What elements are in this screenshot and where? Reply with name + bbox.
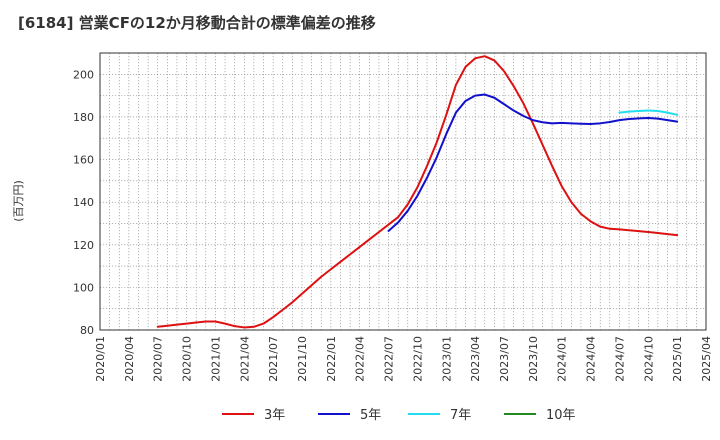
x-tick-label: 2023/07 (498, 336, 511, 382)
chart-title: [6184] 営業CFの12か月移動合計の標準偏差の推移 (18, 14, 376, 32)
y-tick-label: 80 (80, 324, 94, 337)
legend-item: 7年 (408, 404, 471, 423)
x-tick-label: 2022/01 (325, 336, 338, 382)
x-tick-label: 2021/07 (267, 336, 280, 382)
legend-item: 10年 (504, 404, 576, 423)
series-line-3 (618, 109, 679, 116)
legend: 3年 5年 7年 10年 (0, 404, 720, 424)
x-tick-label: 2021/01 (209, 336, 222, 382)
y-tick-label: 160 (73, 154, 94, 167)
legend-label: 7年 (450, 408, 472, 423)
x-tick-label: 2023/04 (469, 336, 482, 382)
y-tick-label: 100 (73, 281, 94, 294)
x-tick-label: 2024/10 (642, 336, 655, 382)
legend-swatch (504, 412, 536, 415)
x-tick-label: 2024/04 (585, 336, 598, 382)
x-tick-label: 2023/01 (440, 336, 453, 382)
x-tick-label: 2025/01 (671, 336, 684, 382)
x-tick-label: 2021/04 (238, 336, 251, 382)
legend-swatch (408, 412, 440, 415)
x-tick-label: 2022/07 (383, 336, 396, 382)
x-tick-label: 2024/01 (556, 336, 569, 382)
x-tick-label: 2021/10 (296, 336, 309, 382)
legend-label: 10年 (546, 408, 576, 423)
y-tick-label: 120 (73, 239, 94, 252)
x-tick-label: 2022/04 (354, 336, 367, 382)
x-tick-label: 2023/10 (527, 336, 540, 382)
x-tick-label: 2020/10 (181, 336, 194, 382)
x-tick-label: 2024/07 (613, 336, 626, 382)
legend-item: 5年 (318, 404, 381, 423)
y-tick-label: 180 (73, 111, 94, 124)
legend-swatch (222, 412, 254, 415)
y-tick-label: 200 (73, 68, 94, 81)
legend-swatch (318, 412, 350, 415)
series-line-1 (156, 55, 679, 329)
legend-label: 3年 (264, 408, 286, 423)
legend-item: 3年 (222, 404, 285, 423)
x-tick-label: 2020/01 (94, 336, 107, 382)
plot-area (100, 53, 706, 330)
y-tick-label: 140 (73, 196, 94, 209)
plot-frame (99, 52, 707, 331)
x-tick-label: 2025/04 (700, 336, 713, 382)
x-tick-label: 2020/07 (152, 336, 165, 382)
x-tick-label: 2020/04 (123, 336, 136, 382)
legend-label: 5年 (360, 408, 382, 423)
x-tick-label: 2022/10 (411, 336, 424, 382)
series-line-2 (387, 93, 679, 232)
